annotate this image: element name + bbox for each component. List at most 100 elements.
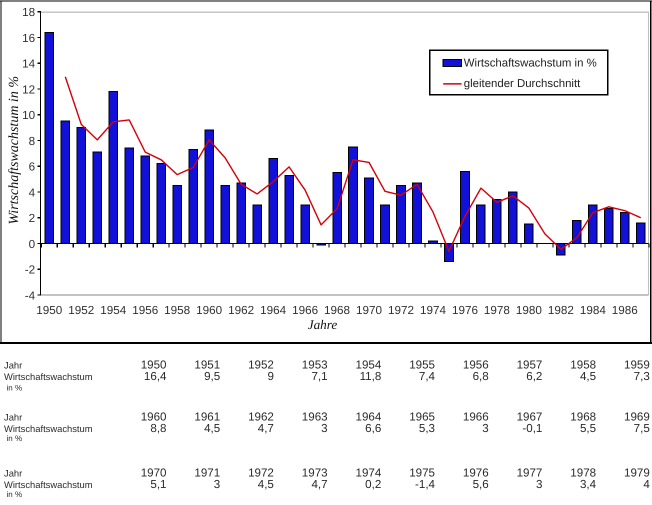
svg-text:1971: 1971: [194, 467, 220, 480]
svg-text:gleitender Durchschnitt: gleitender Durchschnitt: [464, 78, 581, 90]
svg-text:1958: 1958: [164, 304, 190, 317]
svg-text:1970: 1970: [356, 304, 383, 317]
svg-text:3: 3: [214, 478, 220, 491]
svg-text:4: 4: [643, 478, 650, 491]
svg-text:0,2: 0,2: [365, 478, 381, 491]
svg-text:6: 6: [29, 161, 36, 174]
svg-text:1952: 1952: [248, 359, 274, 372]
svg-text:3: 3: [482, 422, 488, 435]
svg-text:1967: 1967: [517, 411, 543, 424]
svg-text:1956: 1956: [463, 359, 489, 372]
svg-text:1982: 1982: [548, 304, 574, 317]
svg-text:1972: 1972: [388, 304, 414, 317]
svg-text:1976: 1976: [463, 467, 489, 480]
svg-text:-2: -2: [25, 264, 35, 277]
svg-text:-1,4: -1,4: [415, 478, 436, 491]
svg-text:1963: 1963: [302, 411, 328, 424]
svg-text:1954: 1954: [100, 304, 127, 317]
svg-text:1960: 1960: [196, 304, 223, 317]
svg-text:4,5: 4,5: [258, 478, 274, 491]
svg-text:1972: 1972: [248, 467, 274, 480]
svg-text:1968: 1968: [570, 411, 596, 424]
svg-text:10: 10: [22, 109, 36, 122]
svg-text:9: 9: [267, 370, 273, 383]
svg-text:1966: 1966: [292, 304, 318, 317]
svg-text:2: 2: [29, 212, 36, 225]
svg-text:1962: 1962: [248, 411, 274, 424]
svg-text:16,4: 16,4: [144, 370, 167, 383]
svg-text:1960: 1960: [141, 411, 167, 424]
svg-text:1950: 1950: [36, 304, 63, 317]
svg-text:-0,1: -0,1: [522, 422, 542, 435]
svg-text:1978: 1978: [484, 304, 510, 317]
svg-text:3,4: 3,4: [580, 478, 597, 491]
svg-text:7,3: 7,3: [634, 370, 650, 383]
svg-text:4: 4: [29, 186, 36, 199]
svg-text:12: 12: [22, 83, 35, 96]
svg-text:5,6: 5,6: [473, 478, 489, 491]
svg-text:Wirtschaftswachstum: Wirtschaftswachstum: [4, 371, 93, 382]
svg-text:1955: 1955: [409, 359, 435, 372]
svg-text:Wirtschaftswachstum in %: Wirtschaftswachstum in %: [7, 76, 22, 225]
svg-text:1976: 1976: [452, 304, 478, 317]
svg-text:Jahr: Jahr: [4, 360, 22, 371]
svg-text:11,8: 11,8: [360, 370, 382, 383]
svg-text:8: 8: [29, 135, 36, 148]
svg-text:Jahre: Jahre: [308, 317, 338, 332]
svg-text:in %: in %: [7, 383, 23, 392]
svg-text:1984: 1984: [580, 304, 607, 317]
svg-text:in %: in %: [7, 434, 23, 443]
svg-text:-4: -4: [25, 289, 36, 302]
svg-text:4,7: 4,7: [258, 422, 274, 435]
svg-text:5,5: 5,5: [580, 422, 596, 435]
svg-text:1977: 1977: [517, 467, 543, 480]
svg-text:1966: 1966: [463, 411, 489, 424]
svg-text:3: 3: [321, 422, 327, 435]
svg-text:14: 14: [22, 58, 36, 71]
svg-text:Wirtschaftswachstum: Wirtschaftswachstum: [4, 423, 93, 434]
svg-text:1973: 1973: [302, 467, 328, 480]
svg-text:1978: 1978: [570, 467, 596, 480]
svg-text:1964: 1964: [356, 411, 382, 424]
svg-text:3: 3: [536, 478, 542, 491]
svg-text:7,1: 7,1: [311, 370, 327, 383]
svg-text:1953: 1953: [302, 359, 328, 372]
svg-text:6,2: 6,2: [526, 370, 542, 383]
svg-text:18: 18: [22, 6, 35, 19]
svg-text:1975: 1975: [409, 467, 435, 480]
svg-text:1968: 1968: [324, 304, 350, 317]
svg-text:16: 16: [22, 32, 35, 45]
svg-text:1986: 1986: [612, 304, 638, 317]
svg-text:Wirtschaftswachstum: Wirtschaftswachstum: [4, 479, 93, 490]
svg-text:1969: 1969: [624, 411, 650, 424]
svg-text:1950: 1950: [141, 359, 167, 372]
svg-text:1980: 1980: [516, 304, 543, 317]
svg-text:8,8: 8,8: [150, 422, 166, 435]
svg-text:7,5: 7,5: [634, 422, 650, 435]
svg-text:4,5: 4,5: [580, 370, 596, 383]
svg-text:1979: 1979: [624, 467, 650, 480]
svg-text:1974: 1974: [420, 304, 447, 317]
svg-text:1959: 1959: [624, 359, 650, 372]
svg-text:1974: 1974: [356, 467, 382, 480]
svg-text:1956: 1956: [132, 304, 158, 317]
svg-text:6,6: 6,6: [365, 422, 381, 435]
svg-text:4,5: 4,5: [204, 422, 220, 435]
svg-text:1962: 1962: [228, 304, 254, 317]
svg-text:in %: in %: [7, 490, 23, 499]
svg-text:1961: 1961: [194, 411, 220, 424]
svg-text:Wirtschaftswachstum in %: Wirtschaftswachstum in %: [464, 57, 597, 69]
svg-text:4,7: 4,7: [311, 478, 327, 491]
svg-text:1952: 1952: [68, 304, 94, 317]
svg-text:1958: 1958: [570, 359, 596, 372]
svg-text:Jahr: Jahr: [4, 468, 22, 479]
svg-text:0: 0: [29, 238, 36, 251]
svg-text:9,5: 9,5: [204, 370, 220, 383]
svg-text:5,1: 5,1: [150, 478, 166, 491]
svg-text:5,3: 5,3: [419, 422, 435, 435]
svg-text:6,8: 6,8: [473, 370, 489, 383]
svg-text:1957: 1957: [517, 359, 543, 372]
svg-text:1965: 1965: [409, 411, 435, 424]
svg-text:1970: 1970: [141, 467, 167, 480]
svg-text:Jahr: Jahr: [4, 412, 22, 423]
